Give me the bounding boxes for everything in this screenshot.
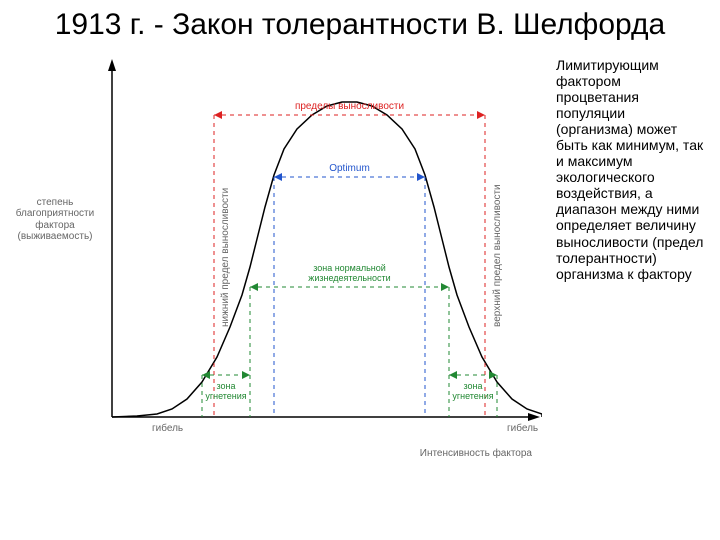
x-axis-arrow: [528, 413, 540, 421]
page-title: 1913 г. - Закон толерантности В. Шелфорд…: [0, 0, 720, 47]
upper-limit-label: верхний предел выносливости: [492, 184, 503, 327]
normal-zone: [250, 283, 449, 417]
optimum-label: Optimum: [329, 163, 370, 174]
normal-zone-label-2: жизнедеятельности: [308, 273, 390, 283]
oppression-left-label: зона: [216, 381, 235, 391]
lower-limit-label: нижний предел выносливости: [220, 187, 231, 326]
death-left-label: гибель: [152, 422, 183, 434]
x-axis-label: Интенсивность фактора: [420, 448, 532, 459]
chart-area: степень благоприятности фактора (выживае…: [12, 47, 552, 467]
tolerance-limits-label: пределы выносливости: [295, 101, 404, 112]
normal-zone-label: зона нормальной: [313, 263, 386, 273]
description-text: Лимитирующим фактором процветания популя…: [552, 47, 708, 467]
oppression-right-label: зона: [463, 381, 482, 391]
optimum-zone: [274, 173, 425, 417]
oppression-right-label-2: угнетения: [452, 391, 493, 401]
tolerance-curve: [112, 102, 542, 417]
tolerance-chart: пределы выносливости Optimum зона нормал…: [102, 57, 542, 437]
y-axis-arrow: [108, 59, 116, 71]
y-axis-label: степень благоприятности фактора (выживае…: [10, 197, 100, 243]
death-right-label: гибель: [507, 422, 538, 434]
content-row: степень благоприятности фактора (выживае…: [0, 47, 720, 467]
oppression-left-label-2: угнетения: [205, 391, 246, 401]
